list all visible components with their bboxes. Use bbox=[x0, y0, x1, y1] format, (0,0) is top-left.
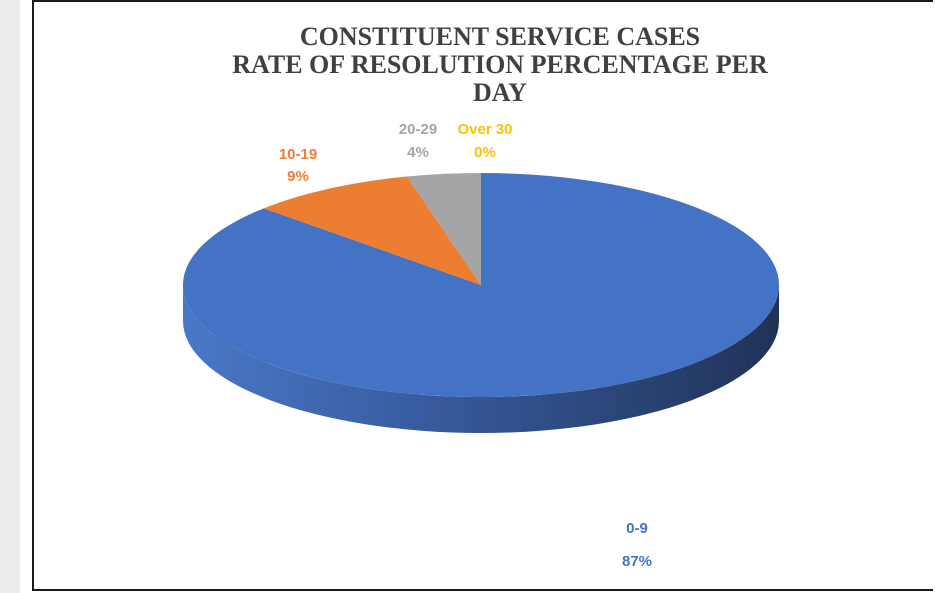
pie-slice-10-19 bbox=[263, 176, 481, 285]
window-side-strip bbox=[0, 0, 20, 593]
data-label-category: 10-19 bbox=[279, 146, 317, 163]
pie-slice-20-29 bbox=[406, 173, 481, 285]
data-label-value: 4% bbox=[407, 144, 429, 161]
data-label-category: 20-29 bbox=[399, 121, 437, 138]
chart-title-line-1: CONSTITUENT SERVICE CASES bbox=[299, 22, 701, 51]
chart-title-line-2: RATE OF RESOLUTION PERCENTAGE PER bbox=[232, 50, 768, 79]
data-label-category: 0-9 bbox=[626, 520, 648, 537]
pie-slice-0-9 bbox=[182, 173, 779, 397]
data-label-category: Over 30 bbox=[457, 121, 512, 138]
pie-side-wall bbox=[183, 285, 779, 433]
data-label-value: 87% bbox=[622, 553, 652, 570]
data-label-value: 0% bbox=[474, 144, 496, 161]
data-label-value: 9% bbox=[287, 168, 309, 185]
chart-title-line-3: DAY bbox=[473, 78, 527, 107]
